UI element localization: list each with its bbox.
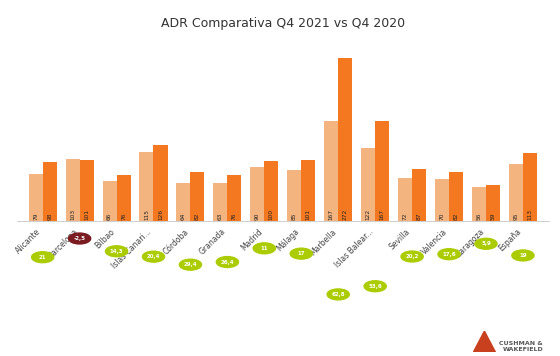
Text: 17,6: 17,6 [442,252,456,257]
Bar [449,172,463,221]
Text: 167: 167 [329,209,334,220]
Text: 98: 98 [47,212,52,220]
Text: 64: 64 [181,212,186,220]
Bar [375,121,389,221]
Bar [80,161,94,221]
Text: 62,8: 62,8 [332,292,345,297]
Text: 103: 103 [70,208,75,220]
Text: 63: 63 [218,212,223,220]
Bar [486,185,500,221]
Text: 5,9: 5,9 [481,241,491,246]
Bar [509,164,523,221]
Text: 76: 76 [232,212,237,220]
Bar [213,183,227,221]
Bar [250,167,264,221]
Text: 101: 101 [306,209,311,220]
Bar [412,169,426,221]
Bar [190,172,204,221]
Bar [398,178,412,221]
Bar [227,176,241,221]
Text: 21: 21 [39,255,46,260]
Title: ADR Comparativa Q4 2021 vs Q4 2020: ADR Comparativa Q4 2021 vs Q4 2020 [161,17,405,30]
Text: 56: 56 [477,212,482,220]
Bar [29,173,43,221]
Text: 17: 17 [297,251,305,256]
Text: 20,4: 20,4 [147,254,160,259]
Text: 20,2: 20,2 [405,254,419,259]
Bar [43,162,57,221]
Text: 101: 101 [84,209,89,220]
Bar [116,176,130,221]
Bar [66,159,80,221]
Text: 122: 122 [366,208,371,220]
Text: 100: 100 [269,208,274,220]
Bar [139,152,153,221]
Text: 29,4: 29,4 [184,262,197,267]
Text: 11: 11 [260,246,268,251]
Text: 14,3: 14,3 [110,249,123,254]
Text: 66: 66 [107,212,112,220]
Bar [301,161,315,221]
Text: 70: 70 [440,212,445,220]
Text: 79: 79 [33,212,38,220]
Bar [435,179,449,221]
Bar [287,170,301,221]
Text: 76: 76 [121,212,126,220]
Text: CUSHMAN &
WAKEFIELD: CUSHMAN & WAKEFIELD [500,341,543,352]
Text: 85: 85 [292,212,297,220]
Bar [153,146,167,221]
Bar [176,183,190,221]
Text: 26,4: 26,4 [221,260,234,265]
Bar [523,153,537,221]
Text: -2,5: -2,5 [73,236,86,241]
Text: 19: 19 [519,253,527,258]
Text: 59: 59 [491,212,496,220]
Text: 126: 126 [158,209,163,220]
Text: 115: 115 [144,209,149,220]
Text: 90: 90 [255,212,260,220]
Text: 272: 272 [343,208,348,220]
Text: 82: 82 [195,212,200,220]
Bar [338,58,352,221]
Bar [102,181,116,221]
Text: 82: 82 [454,212,459,220]
Polygon shape [473,331,496,352]
Bar [361,148,375,221]
Text: 87: 87 [417,212,422,220]
Bar [472,187,486,221]
Text: 113: 113 [528,209,533,220]
Bar [324,121,338,221]
Text: 72: 72 [403,212,408,220]
Text: 95: 95 [514,212,519,220]
Bar [264,161,278,221]
Text: 167: 167 [380,209,385,220]
Text: 53,6: 53,6 [368,284,382,289]
